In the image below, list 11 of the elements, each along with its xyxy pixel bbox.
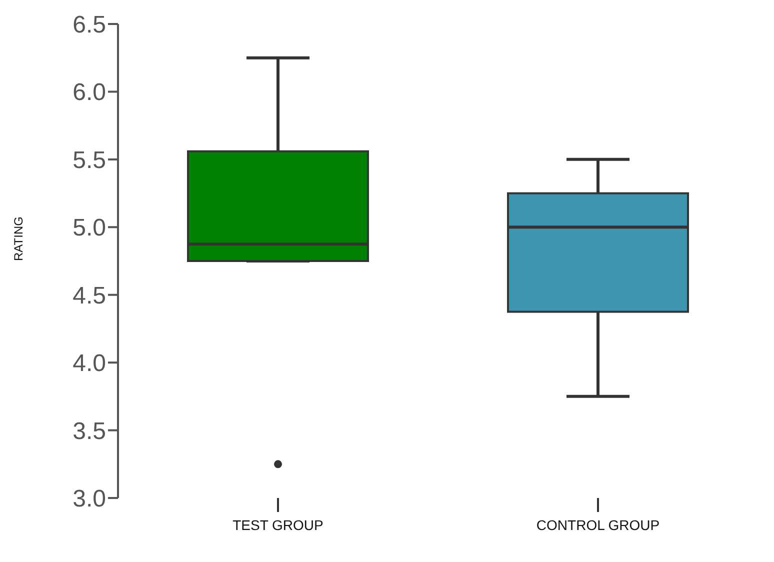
x-tick-label: CONTROL GROUP [536,516,660,533]
y-tick-label: 6.5 [72,12,106,39]
y-axis-title: RATING [11,216,26,261]
y-tick-label: 6.0 [72,79,106,106]
y-tick-label: 4.5 [72,282,106,310]
y-tick-label: 3.0 [72,486,106,513]
y-tick-label: 5.5 [72,146,106,174]
y-tick-label: 5.0 [72,214,106,242]
y-tick-label: 3.5 [72,418,106,445]
y-tick-label: 4.0 [72,350,106,378]
x-tick-label: TEST GROUP [232,516,324,533]
